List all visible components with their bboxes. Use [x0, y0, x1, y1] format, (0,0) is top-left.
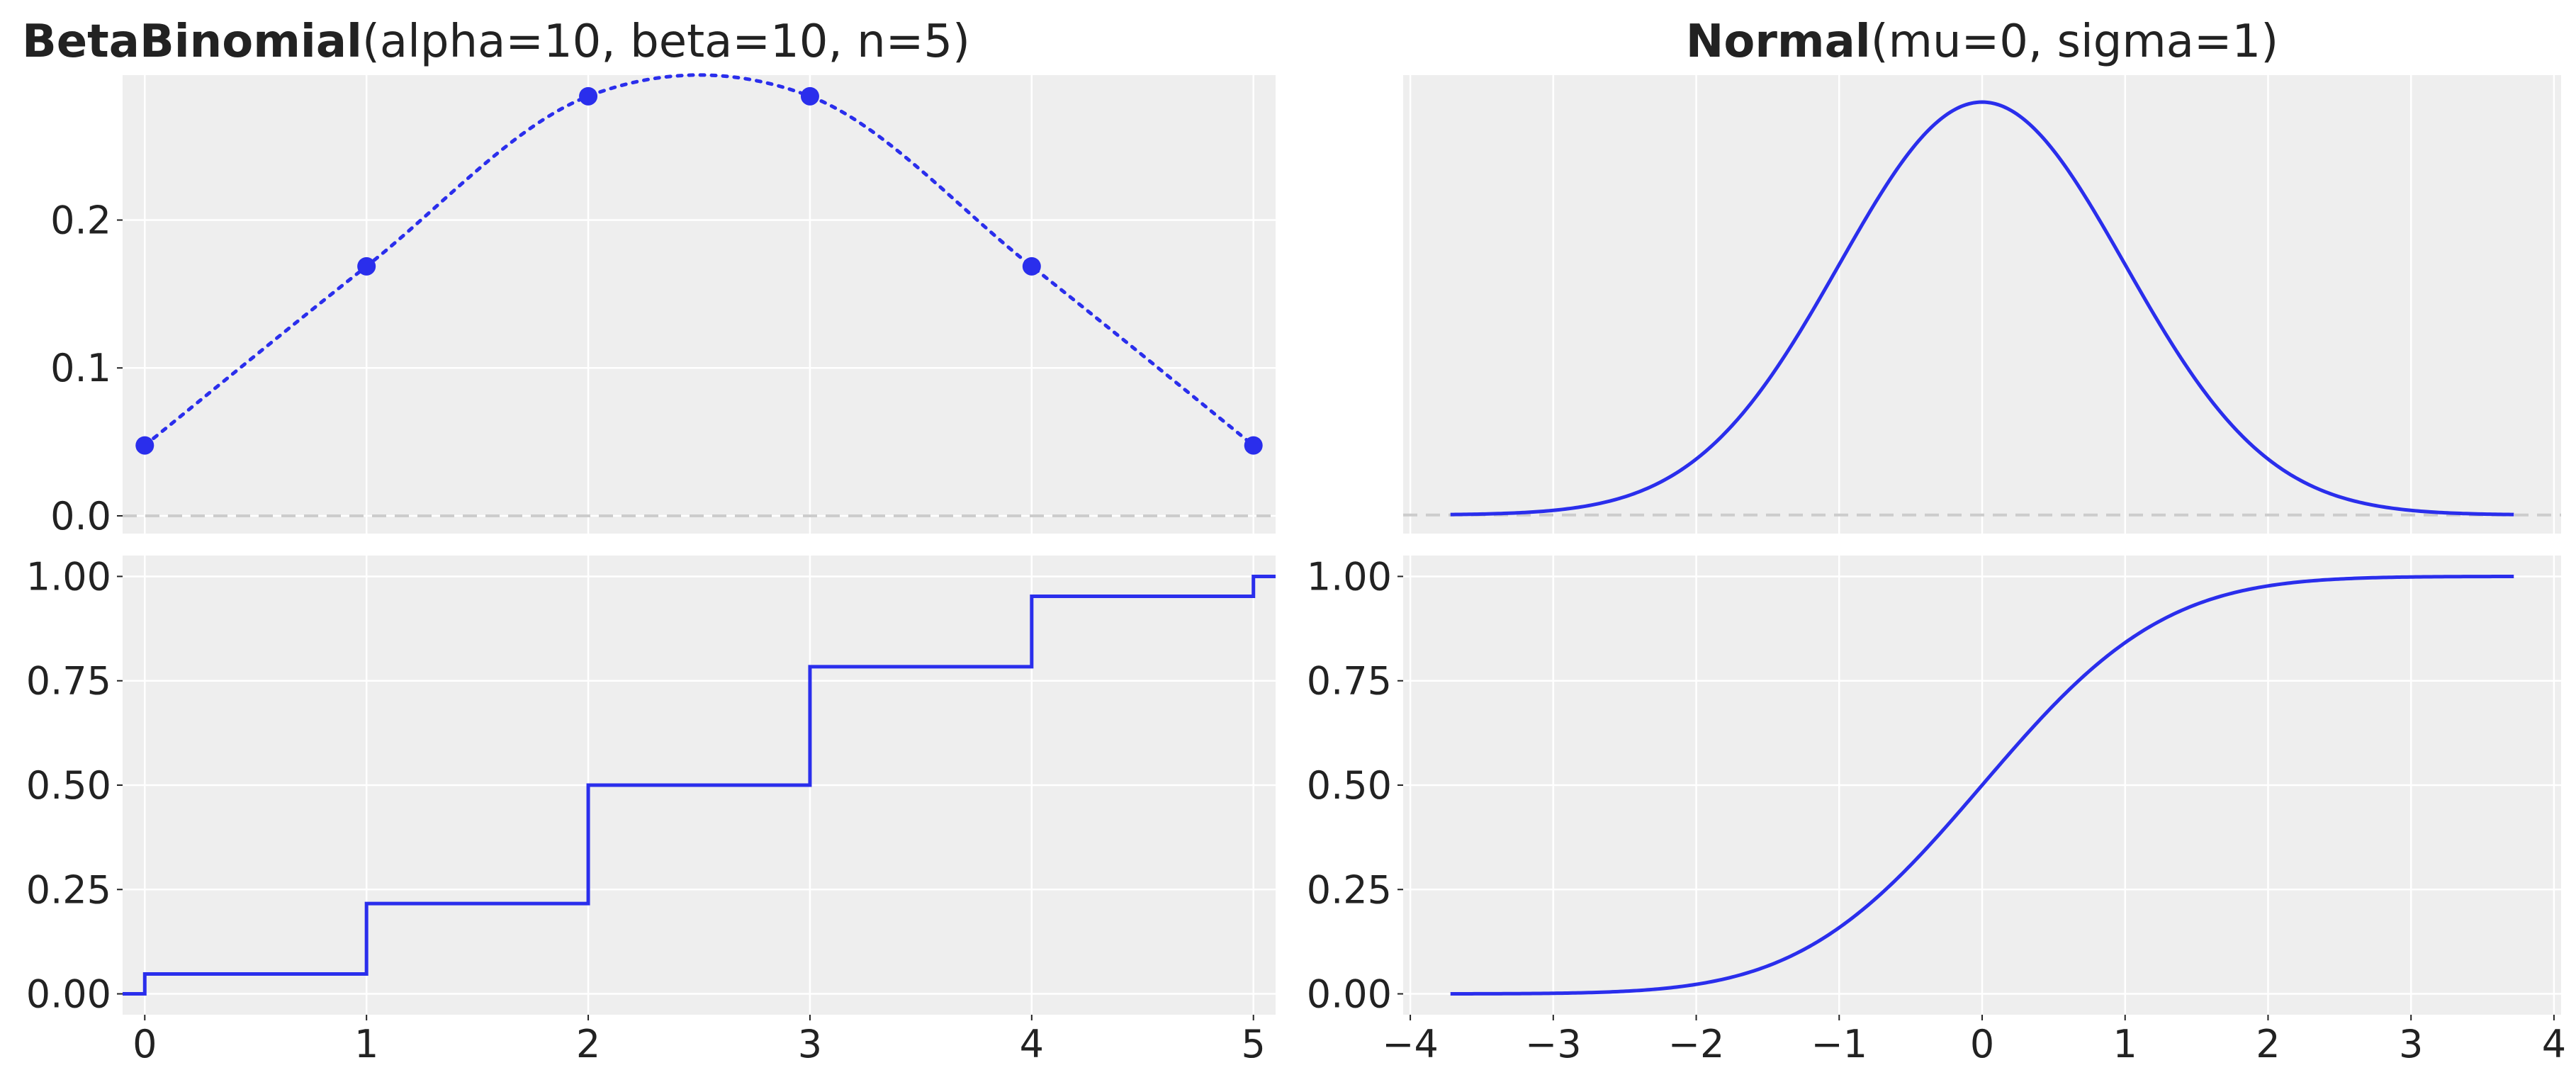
y-tick-label: 0.2: [50, 198, 111, 243]
pmf-point: [135, 436, 154, 455]
x-tick-label: 4: [2542, 1022, 2566, 1066]
title-normal-params: (mu=0, sigma=1): [1871, 16, 2279, 68]
x-tick-label: −1: [1811, 1022, 1867, 1066]
pmf-point: [579, 86, 598, 106]
normal-cdf-panel: −4 −3 −2 −1 0 1 2 3 4 0.00 0.25 0.50 0.75 1.00: [1307, 554, 2566, 1066]
pmf-point: [800, 86, 819, 106]
x-tick-label: 4: [1020, 1022, 1044, 1066]
cdf-curve: [1450, 575, 2514, 996]
x-tick-label: 3: [2399, 1022, 2423, 1066]
y-tick-label: 0.25: [1307, 867, 1392, 912]
betabinomial-pmf-panel: 0.0 0.1 0.2: [50, 73, 1276, 539]
title-normal: Normal(mu=0, sigma=1): [1686, 16, 2278, 68]
y-tick-label: 0.50: [1307, 763, 1392, 808]
pmf-point: [357, 257, 376, 276]
x-tick-label: −3: [1525, 1022, 1582, 1066]
y-tick-label: 0.75: [26, 659, 111, 704]
x-tick-label: 0: [1970, 1022, 1994, 1066]
x-tick-label: 3: [798, 1022, 822, 1066]
y-tick-label: 0.0: [50, 494, 111, 539]
title-betabinomial-params: (alpha=10, beta=10, n=5): [362, 16, 970, 68]
pmf-dotted-line: [142, 73, 1256, 448]
x-tick-label: −4: [1382, 1022, 1439, 1066]
x-tick-label: 2: [2256, 1022, 2280, 1066]
x-tick-label: 1: [354, 1022, 378, 1066]
y-tick-label: 0.1: [50, 346, 111, 390]
normal-pdf-panel: [1403, 75, 2561, 534]
title-betabinomial: BetaBinomial(alpha=10, beta=10, n=5): [22, 16, 970, 68]
y-tick-label: 0.50: [26, 763, 111, 808]
title-normal-bold: Normal: [1686, 16, 1871, 68]
x-tick-label: 0: [133, 1022, 157, 1066]
cdf-step-line: [123, 574, 1276, 996]
plot-area: [123, 75, 1276, 534]
x-tick-label: −2: [1668, 1022, 1725, 1066]
x-tick-label: 5: [1242, 1022, 1266, 1066]
y-tick-label: 1.00: [1307, 554, 1392, 599]
pmf-point: [1022, 257, 1041, 276]
y-tick-label: 0.75: [1307, 659, 1392, 704]
y-tick-label: 1.00: [26, 554, 111, 599]
x-tick-label: 1: [2113, 1022, 2137, 1066]
x-tick-label: 2: [576, 1022, 600, 1066]
pdf-curve: [1450, 100, 2514, 517]
title-betabinomial-bold: BetaBinomial: [22, 16, 362, 68]
y-tick-label: 0.00: [1307, 972, 1392, 1017]
pmf-point: [1244, 436, 1263, 455]
y-tick-label: 0.00: [26, 972, 111, 1017]
y-tick-label: 0.25: [26, 867, 111, 912]
betabinomial-cdf-panel: 0 1 2 3 4 5 0.00 0.25 0.50 0.75 1.00: [26, 554, 1276, 1066]
